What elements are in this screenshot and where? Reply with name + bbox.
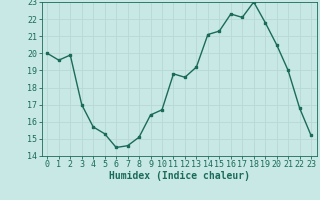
X-axis label: Humidex (Indice chaleur): Humidex (Indice chaleur) <box>109 171 250 181</box>
